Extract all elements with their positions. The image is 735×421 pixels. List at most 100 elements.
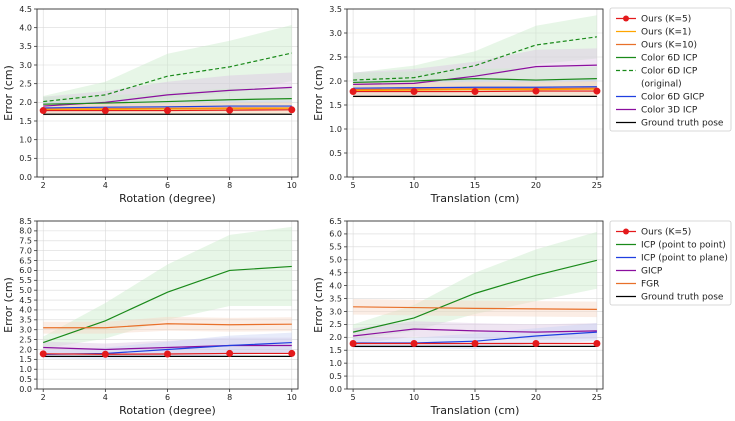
- y-tick-label: 0.0: [329, 173, 342, 182]
- x-tick-label: 25: [592, 181, 602, 190]
- y-tick-label: 0.5: [19, 154, 32, 163]
- legend-label: Color 6D GICP: [641, 93, 705, 103]
- legend-label: Ground truth pose: [641, 119, 724, 129]
- x-tick-label: 8: [227, 393, 232, 402]
- series-line-gicp: [353, 328, 597, 337]
- series-line-color-6d-icp: [43, 98, 292, 105]
- data-point-ours-k-5: [410, 88, 418, 96]
- y-tick-label: 1.0: [329, 359, 342, 368]
- legend-marker: [623, 15, 629, 22]
- y-tick-label: 6.0: [329, 230, 342, 239]
- legend-label: Ours (K=10): [641, 41, 697, 51]
- x-tick-label: 25: [592, 393, 602, 402]
- legend-label: Color 6D ICP: [641, 67, 698, 77]
- legend-label: Ground truth pose: [641, 293, 724, 303]
- y-tick-label: 4.5: [19, 296, 32, 305]
- data-point-ours-k-5: [101, 107, 109, 115]
- y-axis-label: Error (cm): [312, 65, 325, 121]
- y-tick-label: 3.0: [329, 29, 342, 38]
- y-tick-label: 4.5: [19, 5, 32, 14]
- y-tick-label: 3.5: [19, 42, 32, 51]
- band-color-3d-icp: [353, 48, 597, 98]
- x-tick-label: 20: [531, 393, 541, 402]
- y-tick-label: 0.0: [19, 173, 32, 182]
- legend-label: Color 6D ICP: [641, 54, 698, 64]
- legend-label: Ours (K=5): [641, 15, 691, 25]
- legend-color-methods: Ours (K=5) Ours (K=1) Ours (K=10) Color 6D …: [609, 7, 732, 132]
- y-axis-label: Error (cm): [2, 277, 15, 333]
- data-point-ours-k-5: [532, 87, 540, 95]
- data-point-ours-k-5: [593, 87, 601, 95]
- data-point-ours-k-5: [593, 340, 601, 348]
- legend-geometric-methods: Ours (K=5) ICP (point to point) ICP (point…: [609, 220, 732, 306]
- y-tick-label: 1.5: [19, 117, 32, 126]
- x-tick-label: 6: [165, 393, 170, 402]
- y-tick-label: 3.0: [19, 61, 32, 70]
- y-tick-label: 2.0: [19, 98, 32, 107]
- series-line-color-6d-gicp: [353, 86, 597, 89]
- data-point-ours-k-5: [226, 106, 234, 114]
- x-tick-label: 2: [41, 393, 46, 402]
- plot-frame: [36, 8, 299, 178]
- y-tick-label: 2.0: [19, 345, 32, 354]
- legend-label: Ours (K=1): [641, 28, 691, 38]
- y-axis-label: Error (cm): [2, 65, 15, 121]
- y-tick-label: 6.5: [19, 256, 32, 265]
- data-point-ours-k-5: [349, 340, 357, 348]
- legend-box: [609, 7, 732, 132]
- x-tick-label: 4: [103, 181, 108, 190]
- x-tick-label: 15: [470, 181, 480, 190]
- x-tick-label: 15: [470, 393, 480, 402]
- data-point-ours-k-5: [471, 340, 479, 348]
- y-tick-label: 6.5: [329, 217, 342, 226]
- band-color-6d-icp-original: [43, 25, 292, 108]
- y-tick-label: 4.0: [329, 281, 342, 290]
- y-tick-label: 0.5: [19, 375, 32, 384]
- x-axis-label: Translation (cm): [430, 192, 520, 205]
- data-point-ours-k-5: [164, 350, 171, 358]
- y-tick-label: 2.0: [329, 333, 342, 342]
- x-tick-label: 5: [351, 393, 356, 402]
- y-tick-label: 0.0: [19, 385, 32, 394]
- y-tick-label: 4.0: [19, 306, 32, 315]
- series-line-color-6d-icp-original: [43, 52, 292, 103]
- data-point-ours-k-5: [164, 107, 171, 115]
- x-tick-label: 20: [531, 181, 541, 190]
- y-tick-label: 7.0: [19, 246, 32, 255]
- band-color-6d-icp: [353, 66, 597, 93]
- y-tick-label: 4.5: [329, 268, 342, 277]
- band-color-6d-icp-original: [353, 15, 597, 90]
- data-point-ours-k-5: [39, 107, 47, 115]
- x-axis-label: Rotation (degree): [119, 192, 216, 205]
- series-line-color-6d-gicp: [43, 105, 292, 109]
- data-point-ours-k-5: [39, 350, 47, 358]
- y-tick-label: 5.5: [19, 276, 32, 285]
- x-tick-label: 10: [409, 393, 419, 402]
- series-line-color-3d-icp: [353, 64, 597, 85]
- x-axis-label: Rotation (degree): [119, 404, 216, 417]
- data-point-ours-k-5: [410, 340, 418, 348]
- series-line-gicp: [43, 344, 292, 351]
- legend-label: GICP: [641, 267, 663, 277]
- y-tick-label: 2.5: [329, 53, 342, 62]
- y-tick-label: 5.5: [329, 243, 342, 252]
- series-line-fgr: [43, 323, 292, 329]
- x-tick-label: 5: [351, 181, 356, 190]
- y-tick-label: 1.5: [329, 101, 342, 110]
- x-axis-label: Translation (cm): [430, 404, 520, 417]
- data-point-ours-k-5: [288, 106, 296, 114]
- y-tick-label: 0.5: [329, 149, 342, 158]
- plot-frame: [346, 8, 604, 178]
- data-point-ours-k-5: [532, 340, 540, 348]
- y-tick-label: 2.5: [329, 320, 342, 329]
- series-line-color-6d-icp: [353, 77, 597, 84]
- y-tick-label: 1.0: [19, 365, 32, 374]
- data-point-ours-k-5: [288, 349, 296, 357]
- y-tick-label: 2.5: [19, 79, 32, 88]
- band-color-3d-icp: [43, 72, 292, 116]
- y-tick-label: 2.5: [19, 335, 32, 344]
- y-tick-label: 8.5: [19, 217, 32, 226]
- chart-top-right: 0.0 0.5 1.0 1.5 2.0 2.5 3.0 3.5 5 10 15 20 25 Transla…: [312, 5, 604, 205]
- data-point-ours-k-5: [349, 88, 357, 96]
